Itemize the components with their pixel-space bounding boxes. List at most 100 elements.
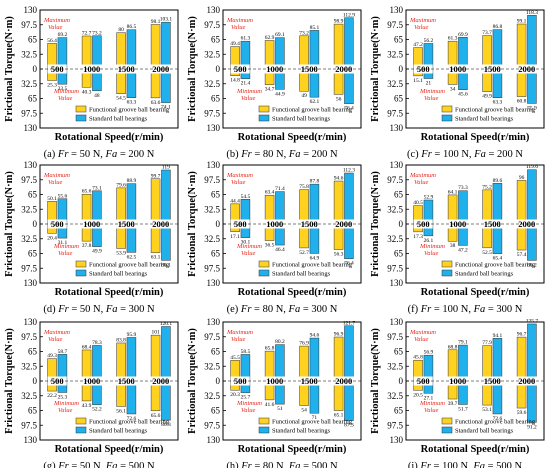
min-annotation: Minimum: [53, 243, 79, 250]
caption-part: = 200 N: [301, 149, 339, 160]
bar-standard-max: [310, 338, 319, 381]
data-label: 46.4: [275, 247, 285, 253]
data-label: 54.5: [241, 194, 251, 200]
y-tick-label: 0: [33, 64, 38, 74]
data-label: 56.4: [47, 38, 57, 44]
caption-part: (b): [226, 149, 241, 160]
y-tick-label: 32.5: [387, 234, 403, 244]
bar-standard-max: [127, 184, 136, 224]
min-annotation-value: Value: [424, 250, 439, 257]
bar-standard-max: [344, 18, 353, 69]
max-annotation-value: Value: [231, 179, 246, 186]
min-annotation-value: Value: [58, 250, 73, 257]
data-label: 51.7: [458, 406, 468, 412]
legend-label-functional: Functional groove ball bearing: [455, 419, 536, 426]
bar-functional-max: [517, 337, 526, 381]
max-annotation: Maximum: [43, 329, 70, 336]
bar-standard-max: [127, 337, 136, 381]
x-axis-label: Rotational Speed(r/min): [55, 444, 164, 455]
x-axis-label: Rotational Speed(r/min): [55, 287, 164, 298]
bar-standard-max: [161, 22, 170, 69]
data-label: 55.6: [58, 193, 68, 199]
data-label: 34.7: [265, 87, 275, 93]
caption-part: = 500 N: [301, 461, 339, 468]
legend-swatch-functional: [76, 261, 86, 267]
data-label: 45.8: [413, 355, 423, 361]
min-annotation-value: Value: [58, 95, 73, 102]
data-label: 79.6: [116, 182, 126, 188]
y-tick-label: 130: [390, 278, 404, 288]
max-annotation: Maximum: [409, 329, 436, 336]
caption-part: = 80 N,: [252, 461, 289, 468]
legend-swatch-functional: [259, 106, 269, 112]
chart-panels: 130 97.5 65 32.5 0 32.5 65 97.5 130 Frictional To…: [4, 5, 544, 468]
data-label: 53.1: [482, 407, 492, 413]
bar-standard-max: [493, 183, 502, 224]
y-tick-label: 97.5: [21, 175, 37, 185]
y-axis-label: Frictional Torque(N·m): [370, 16, 381, 122]
y-tick-label: 32.5: [204, 391, 220, 401]
max-annotation: Maximum: [409, 17, 436, 24]
y-tick-label: 130: [24, 5, 38, 15]
y-tick-label: 65: [394, 249, 404, 259]
bar-functional-max: [334, 24, 343, 69]
legend-swatch-standard: [259, 427, 269, 433]
data-label: 73.2: [92, 30, 102, 36]
data-label: 49.9: [482, 94, 492, 100]
y-tick-label: 32.5: [204, 79, 220, 89]
y-tick-label: 130: [207, 5, 221, 15]
caption-part: (d): [43, 304, 58, 315]
max-annotation-value: Value: [48, 179, 63, 186]
y-tick-label: 97.5: [204, 332, 220, 342]
legend-label-functional: Functional groove ball bearing: [272, 107, 353, 114]
y-tick-label: 0: [216, 376, 221, 386]
data-label: 63.4: [265, 190, 275, 196]
max-annotation-value: Value: [414, 179, 429, 186]
y-tick-label: 97.5: [21, 263, 37, 273]
caption-part: Fa: [105, 304, 118, 315]
data-label: 73.7: [482, 30, 492, 36]
y-tick-label: 97.5: [387, 420, 403, 430]
min-annotation: Minimum: [419, 400, 445, 407]
caption-part: (h): [226, 461, 241, 468]
bar-standard-max: [344, 173, 353, 224]
y-tick-label: 65: [28, 35, 38, 45]
data-label: 95.9: [127, 332, 137, 338]
y-tick-label: 130: [24, 317, 38, 327]
panel-caption: (d) Fr = 50 N, Fa = 300 N: [43, 304, 155, 315]
data-label: 89.6: [493, 178, 503, 184]
data-label: 50.1: [47, 196, 57, 202]
data-label: 36.5: [265, 243, 275, 249]
chart-panel: 130 97.5 65 32.5 0 32.5 65 97.5 130 Frictional To…: [370, 5, 544, 160]
bar-standard-min: [161, 381, 170, 420]
caption-part: = 100 N,: [431, 461, 473, 468]
y-tick-label: 97.5: [387, 20, 403, 30]
data-label: 86.8: [493, 24, 503, 30]
y-tick-label: 97.5: [21, 20, 37, 30]
data-label: 62.5: [127, 254, 137, 260]
caption-part: (e): [227, 304, 241, 315]
y-tick-label: 65: [28, 94, 38, 104]
y-tick-label: 130: [390, 317, 404, 327]
max-annotation-value: Value: [231, 336, 246, 343]
caption-part: Fa: [288, 304, 301, 315]
max-annotation: Maximum: [226, 17, 253, 24]
bar-standard-min: [344, 381, 353, 421]
y-tick-label: 32.5: [204, 234, 220, 244]
x-axis-label: Rotational Speed(r/min): [421, 444, 530, 455]
chart-panel: 130 97.5 65 32.5 0 32.5 65 97.5 130 Frictional To…: [187, 5, 361, 160]
min-annotation-value: Value: [424, 95, 439, 102]
y-axis-label: Frictional Torque(N·m): [187, 328, 198, 434]
min-annotation: Minimum: [236, 400, 262, 407]
data-label: 49.9: [92, 249, 102, 255]
panel-caption: (g) Fr = 50 N, Fa = 500 N: [43, 461, 155, 468]
y-tick-label: 97.5: [204, 108, 220, 118]
panel-caption: (h) Fr = 80 N, Fa = 500 N: [226, 461, 338, 468]
y-tick-label: 65: [211, 406, 221, 416]
data-label: 101: [151, 330, 160, 336]
bar-functional-max: [517, 180, 526, 224]
x-axis-label: Rotational Speed(r/min): [421, 287, 530, 298]
data-label: 54.5: [116, 96, 126, 102]
bar-standard-max: [127, 30, 136, 69]
y-tick-label: 0: [33, 376, 38, 386]
